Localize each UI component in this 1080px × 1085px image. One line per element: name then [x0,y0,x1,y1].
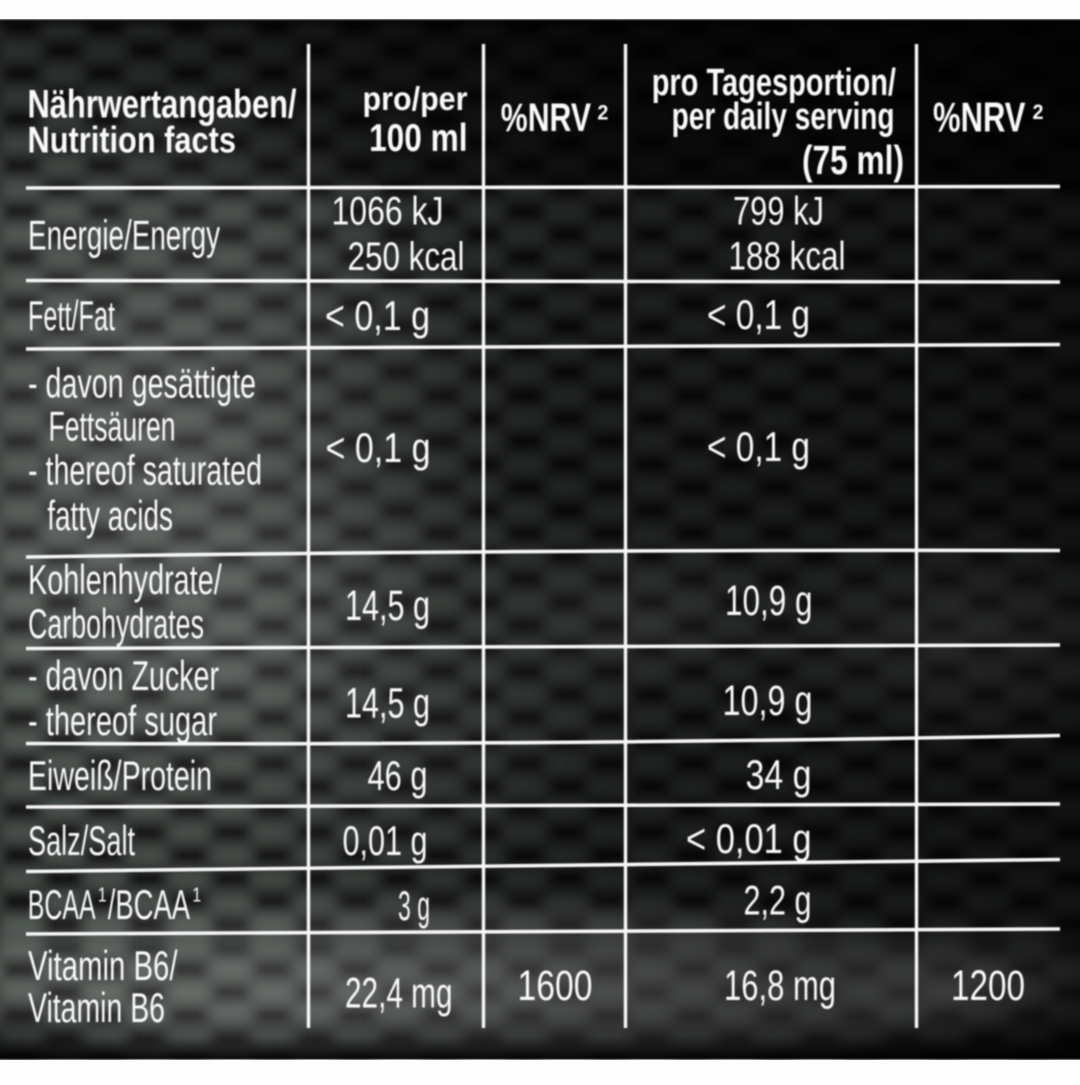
svg-text:- davon gesättigte: - davon gesättigte [28,360,256,407]
svg-text:< 0,1 g: < 0,1 g [325,292,430,339]
svg-text:34 g: 34 g [746,751,812,798]
svg-text:16,8 mg: 16,8 mg [724,962,836,1010]
svg-text:2: 2 [597,102,608,125]
svg-text:100 ml: 100 ml [369,117,467,160]
svg-text:799 kJ: 799 kJ [733,190,824,234]
svg-text:< 0,1 g: < 0,1 g [707,423,810,470]
svg-text:14,5 g: 14,5 g [345,582,430,630]
svg-text:pro Tagesportion/: pro Tagesportion/ [652,62,897,104]
svg-text:- thereof saturated: - thereof saturated [28,447,262,494]
svg-text:14,5 g: 14,5 g [345,680,430,728]
svg-text:22,4 mg: 22,4 mg [345,970,453,1018]
svg-text:2,2 g: 2,2 g [744,877,812,924]
svg-text:10,9 g: 10,9 g [723,677,813,725]
svg-text:Eiweiß/Protein: Eiweiß/Protein [28,752,212,799]
svg-text:(75 ml): (75 ml) [802,137,904,183]
svg-text:1066 kJ: 1066 kJ [332,190,444,234]
svg-text:1600: 1600 [518,962,593,1010]
svg-text:Vitamin B6/: Vitamin B6/ [28,942,178,989]
svg-text:%NRV: %NRV [933,94,1026,141]
svg-text:1: 1 [98,885,107,907]
svg-text:46 g: 46 g [368,752,428,799]
svg-text:%NRV: %NRV [501,96,591,140]
svg-text:- thereof sugar: - thereof sugar [28,697,217,744]
svg-text:Salz/Salt: Salz/Salt [28,817,135,864]
svg-text:1200: 1200 [951,962,1025,1010]
svg-text:250 kcal: 250 kcal [348,235,465,279]
svg-text:< 0,01 g: < 0,01 g [686,815,812,862]
svg-text:10,9 g: 10,9 g [725,577,813,625]
svg-text:Nährwertangaben/: Nährwertangaben/ [28,83,297,127]
svg-text:/BCAA: /BCAA [108,881,190,928]
svg-text:Carbohydrates: Carbohydrates [28,600,204,647]
svg-text:BCAA: BCAA [28,881,96,928]
svg-text:188 kcal: 188 kcal [729,234,846,278]
svg-text:- davon Zucker: - davon Zucker [28,652,219,699]
svg-text:0,01 g: 0,01 g [343,817,428,864]
svg-text:fatty acids: fatty acids [47,492,173,539]
svg-text:pro/per: pro/per [363,80,468,117]
svg-text:Energie/Energy: Energie/Energy [28,212,220,259]
svg-text:3 g: 3 g [398,882,430,929]
svg-text:< 0,1 g: < 0,1 g [707,291,810,338]
svg-text:< 0,1 g: < 0,1 g [326,424,431,471]
svg-text:Vitamin B6: Vitamin B6 [28,984,165,1031]
svg-text:1: 1 [192,885,201,907]
svg-text:Kohlenhydrate/: Kohlenhydrate/ [28,556,222,603]
svg-text:per daily serving: per daily serving [672,96,895,138]
svg-text:Fettsäuren: Fettsäuren [49,402,176,449]
svg-text:Fett/Fat: Fett/Fat [28,292,115,339]
svg-text:Nutrition facts: Nutrition facts [28,120,237,161]
svg-text:2: 2 [1033,101,1044,124]
